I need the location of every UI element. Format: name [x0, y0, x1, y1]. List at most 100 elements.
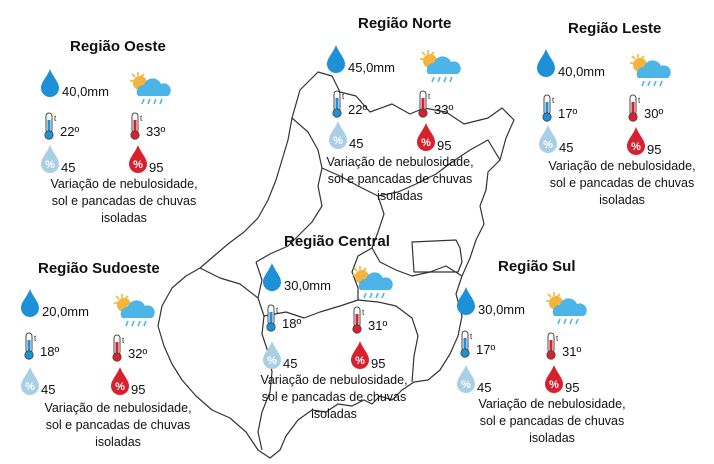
- rain-amount: 30,0mm: [478, 302, 525, 317]
- description-line: isoladas: [529, 431, 575, 445]
- description-line: Variação de nebulosidade,: [478, 397, 626, 411]
- sun-cloud-rain-icon: [628, 52, 672, 97]
- humidity-min: 45: [349, 136, 364, 151]
- raindrop-icon: [262, 262, 282, 297]
- map-division: [351, 247, 373, 300]
- description-line: Variação de nebulosidade,: [44, 401, 192, 415]
- thermometer-hot-icon: t: [416, 90, 434, 123]
- humidity-max: 95: [371, 356, 386, 371]
- humidity-min: 45: [41, 382, 56, 397]
- humidity-low-icon: %: [328, 120, 348, 155]
- forecast-description: Variação de nebulosidade, sol e pancadas …: [522, 158, 714, 209]
- humidity-max: 95: [131, 382, 146, 397]
- humidity-min: 45: [559, 140, 574, 155]
- humidity-min: 45: [283, 356, 298, 371]
- raindrop-icon: [536, 48, 556, 83]
- region-title: Região Sudoeste: [38, 260, 160, 277]
- svg-text:%: %: [115, 381, 125, 393]
- region-title: Região Norte: [358, 15, 452, 32]
- thermometer-cold-icon: t: [264, 304, 282, 337]
- description-line: Variação de nebulosidade,: [50, 177, 198, 191]
- sun-cloud-rain-icon: [350, 264, 394, 309]
- humidity-low-icon: %: [456, 364, 476, 399]
- svg-text:t: t: [638, 96, 641, 105]
- svg-text:%: %: [267, 355, 277, 367]
- humidity-max: 95: [565, 380, 580, 395]
- svg-text:t: t: [470, 332, 473, 341]
- federal-district: [411, 239, 463, 273]
- temp-max: 30º: [644, 106, 664, 121]
- svg-text:t: t: [552, 96, 555, 105]
- humidity-low-icon: %: [538, 124, 558, 159]
- temp-max: 33º: [434, 102, 454, 117]
- description-line: Variação de nebulosidade,: [260, 373, 408, 387]
- thermometer-cold-icon: t: [42, 112, 60, 145]
- humidity-high-icon: %: [544, 364, 564, 399]
- rain-amount: 40,0mm: [558, 64, 605, 79]
- rain-amount: 40,0mm: [62, 84, 109, 99]
- humidity-low-icon: %: [40, 144, 60, 179]
- forecast-description: Variação de nebulosidade, sol e pancadas …: [300, 154, 500, 205]
- svg-text:%: %: [333, 135, 343, 147]
- region-title: Região Sul: [498, 258, 576, 275]
- svg-text:t: t: [276, 306, 279, 315]
- thermometer-hot-icon: t: [544, 332, 562, 365]
- svg-text:t: t: [122, 336, 125, 345]
- temp-min: 18º: [40, 344, 60, 359]
- raindrop-icon: [326, 44, 346, 79]
- map-outline: [157, 71, 515, 459]
- description-line: isoladas: [377, 189, 423, 203]
- forecast-description: Variação de nebulosidade, sol e pancadas …: [24, 176, 224, 227]
- humidity-min: 45: [477, 380, 492, 395]
- thermometer-hot-icon: t: [626, 94, 644, 127]
- svg-text:%: %: [631, 141, 641, 153]
- raindrop-icon: [40, 68, 60, 103]
- temp-min: 22º: [348, 102, 368, 117]
- thermometer-hot-icon: t: [110, 334, 128, 367]
- description-line: sol e pancadas de chuvas: [51, 194, 197, 208]
- map-division: [371, 195, 463, 277]
- temp-min: 22º: [60, 124, 80, 139]
- svg-text:%: %: [549, 379, 559, 391]
- humidity-min: 45: [61, 160, 76, 175]
- temp-max: 33º: [146, 124, 166, 139]
- svg-text:t: t: [34, 334, 37, 343]
- description-line: sol e pancadas de chuvas: [479, 414, 625, 428]
- temp-max: 31º: [368, 318, 388, 333]
- svg-text:t: t: [428, 92, 431, 101]
- description-line: isoladas: [311, 407, 357, 421]
- description-line: isoladas: [599, 193, 645, 207]
- map-division: [199, 267, 259, 299]
- description-line: sol e pancadas de chuvas: [549, 176, 695, 190]
- svg-text:t: t: [556, 334, 559, 343]
- description-line: isoladas: [95, 435, 141, 449]
- thermometer-cold-icon: t: [330, 90, 348, 123]
- region-title: Região Leste: [568, 20, 662, 37]
- description-line: sol e pancadas de chuvas: [327, 172, 473, 186]
- svg-text:%: %: [461, 379, 471, 391]
- thermometer-hot-icon: t: [128, 112, 146, 145]
- thermometer-cold-icon: t: [458, 330, 476, 363]
- humidity-high-icon: %: [128, 144, 148, 179]
- rain-amount: 45,0mm: [348, 60, 395, 75]
- sun-cloud-rain-icon: [112, 292, 156, 337]
- rain-amount: 30,0mm: [284, 278, 331, 293]
- description-line: sol e pancadas de chuvas: [45, 418, 191, 432]
- thermometer-cold-icon: t: [540, 94, 558, 127]
- humidity-high-icon: %: [416, 122, 436, 157]
- description-line: sol e pancadas de chuvas: [261, 390, 407, 404]
- svg-text:t: t: [342, 92, 345, 101]
- region-title: Região Oeste: [70, 38, 166, 55]
- map-division: [321, 139, 501, 197]
- map-division: [263, 299, 419, 383]
- svg-text:%: %: [421, 137, 431, 149]
- sun-cloud-rain-icon: [544, 290, 588, 335]
- temp-min: 17º: [476, 342, 496, 357]
- thermometer-cold-icon: t: [22, 332, 40, 365]
- forecast-description: Variação de nebulosidade, sol e pancadas …: [18, 400, 218, 451]
- thermometer-hot-icon: t: [350, 306, 368, 339]
- map-division: [255, 117, 323, 263]
- description-line: Variação de nebulosidade,: [548, 159, 696, 173]
- temp-min: 17º: [558, 106, 578, 121]
- svg-text:%: %: [355, 355, 365, 367]
